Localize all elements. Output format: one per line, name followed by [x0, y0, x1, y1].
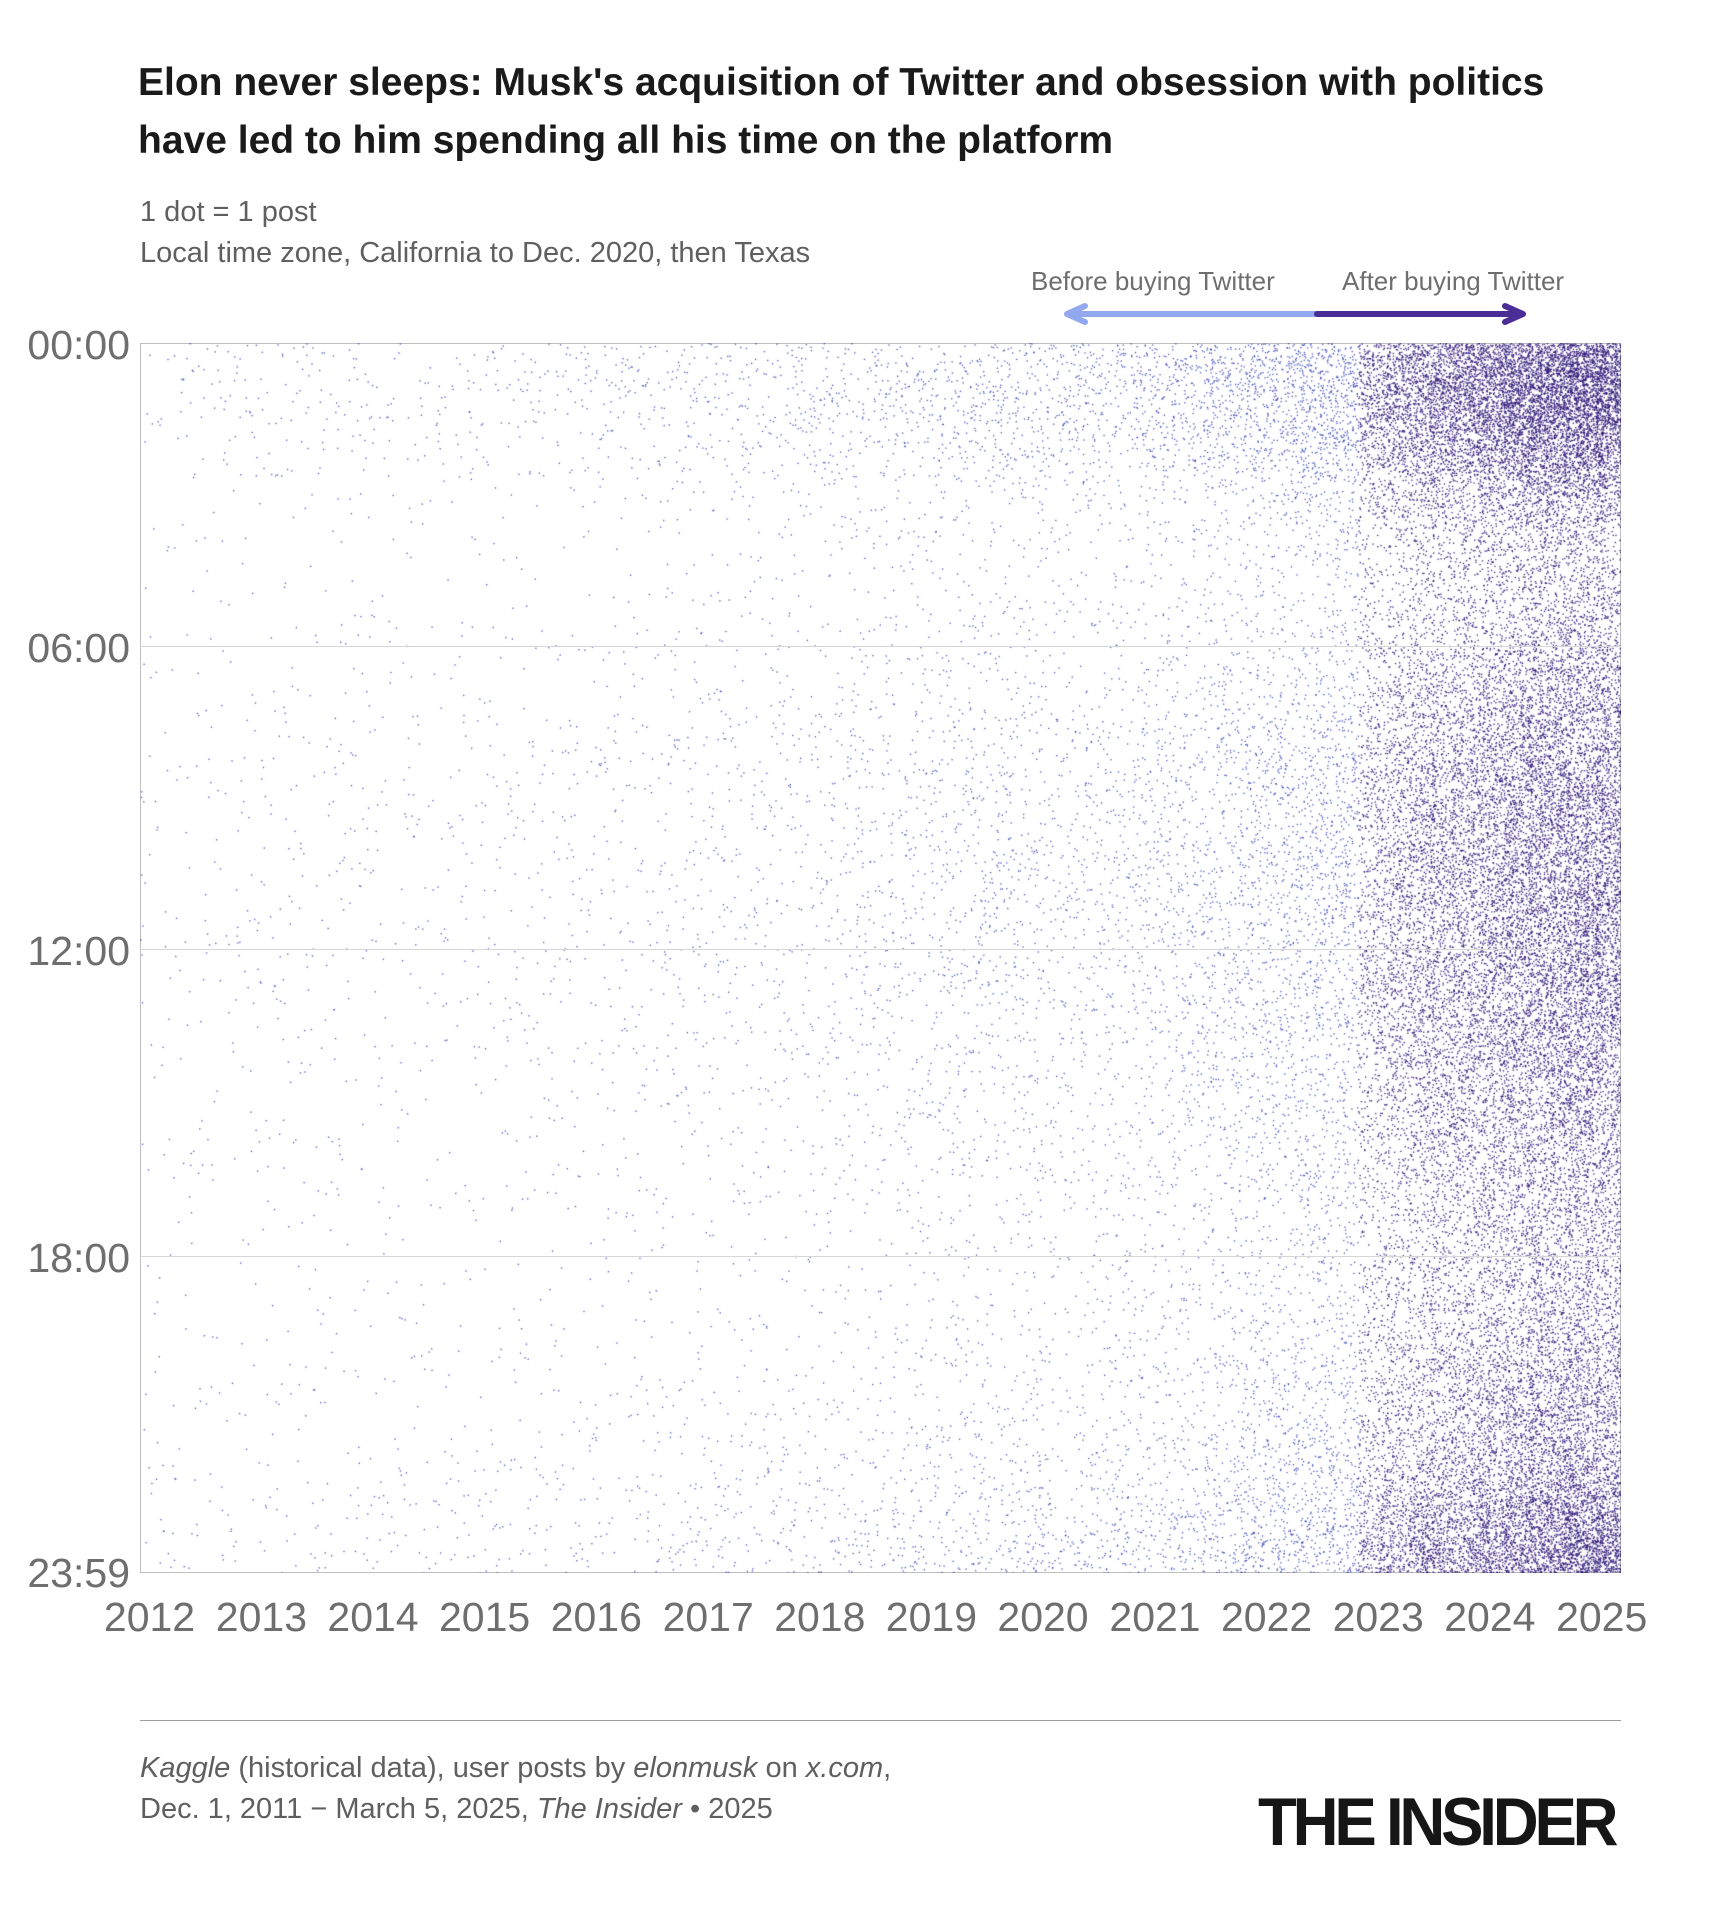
svg-text:THE INSIDER: THE INSIDER: [1258, 1793, 1618, 1858]
